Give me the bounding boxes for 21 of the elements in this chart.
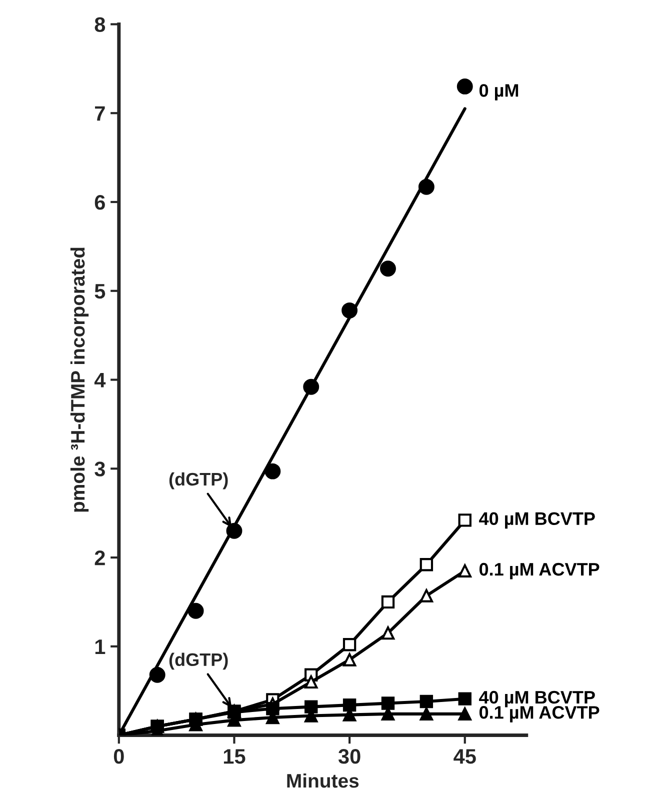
y-tick-label: 1 [95,640,106,654]
y-tick-label: 8 [94,17,106,32]
x-tick-label: 15 [224,749,246,764]
x-axis-title: Minutes [287,773,359,788]
y-tick-label: 5 [94,284,106,299]
y-tick-label: 3 [94,462,105,476]
y-axis-title: pmole ³H-dTMP incorporated [70,248,89,512]
x-tick-label: 45 [454,749,476,764]
annotation: (dGTP) [169,472,228,490]
y-tick-label: 4 [94,372,106,388]
y-tick-label: 2 [94,550,105,566]
x-tick-label: 0 [114,749,124,764]
series-label: 0.1 µM ACVTP [479,706,600,722]
x-tick-label: 30 [338,749,360,764]
y-tick-label: 6 [94,195,105,210]
series-label: 40 µM BCVTP [479,512,595,529]
annotation: (dGTP) [169,652,228,670]
series-label: 40 µM BCVTP [479,690,595,708]
series-label: 0.1 µM ACVTP [479,562,600,580]
series-label: 0 µM [479,84,518,100]
y-tick-label: 7 [95,106,105,121]
